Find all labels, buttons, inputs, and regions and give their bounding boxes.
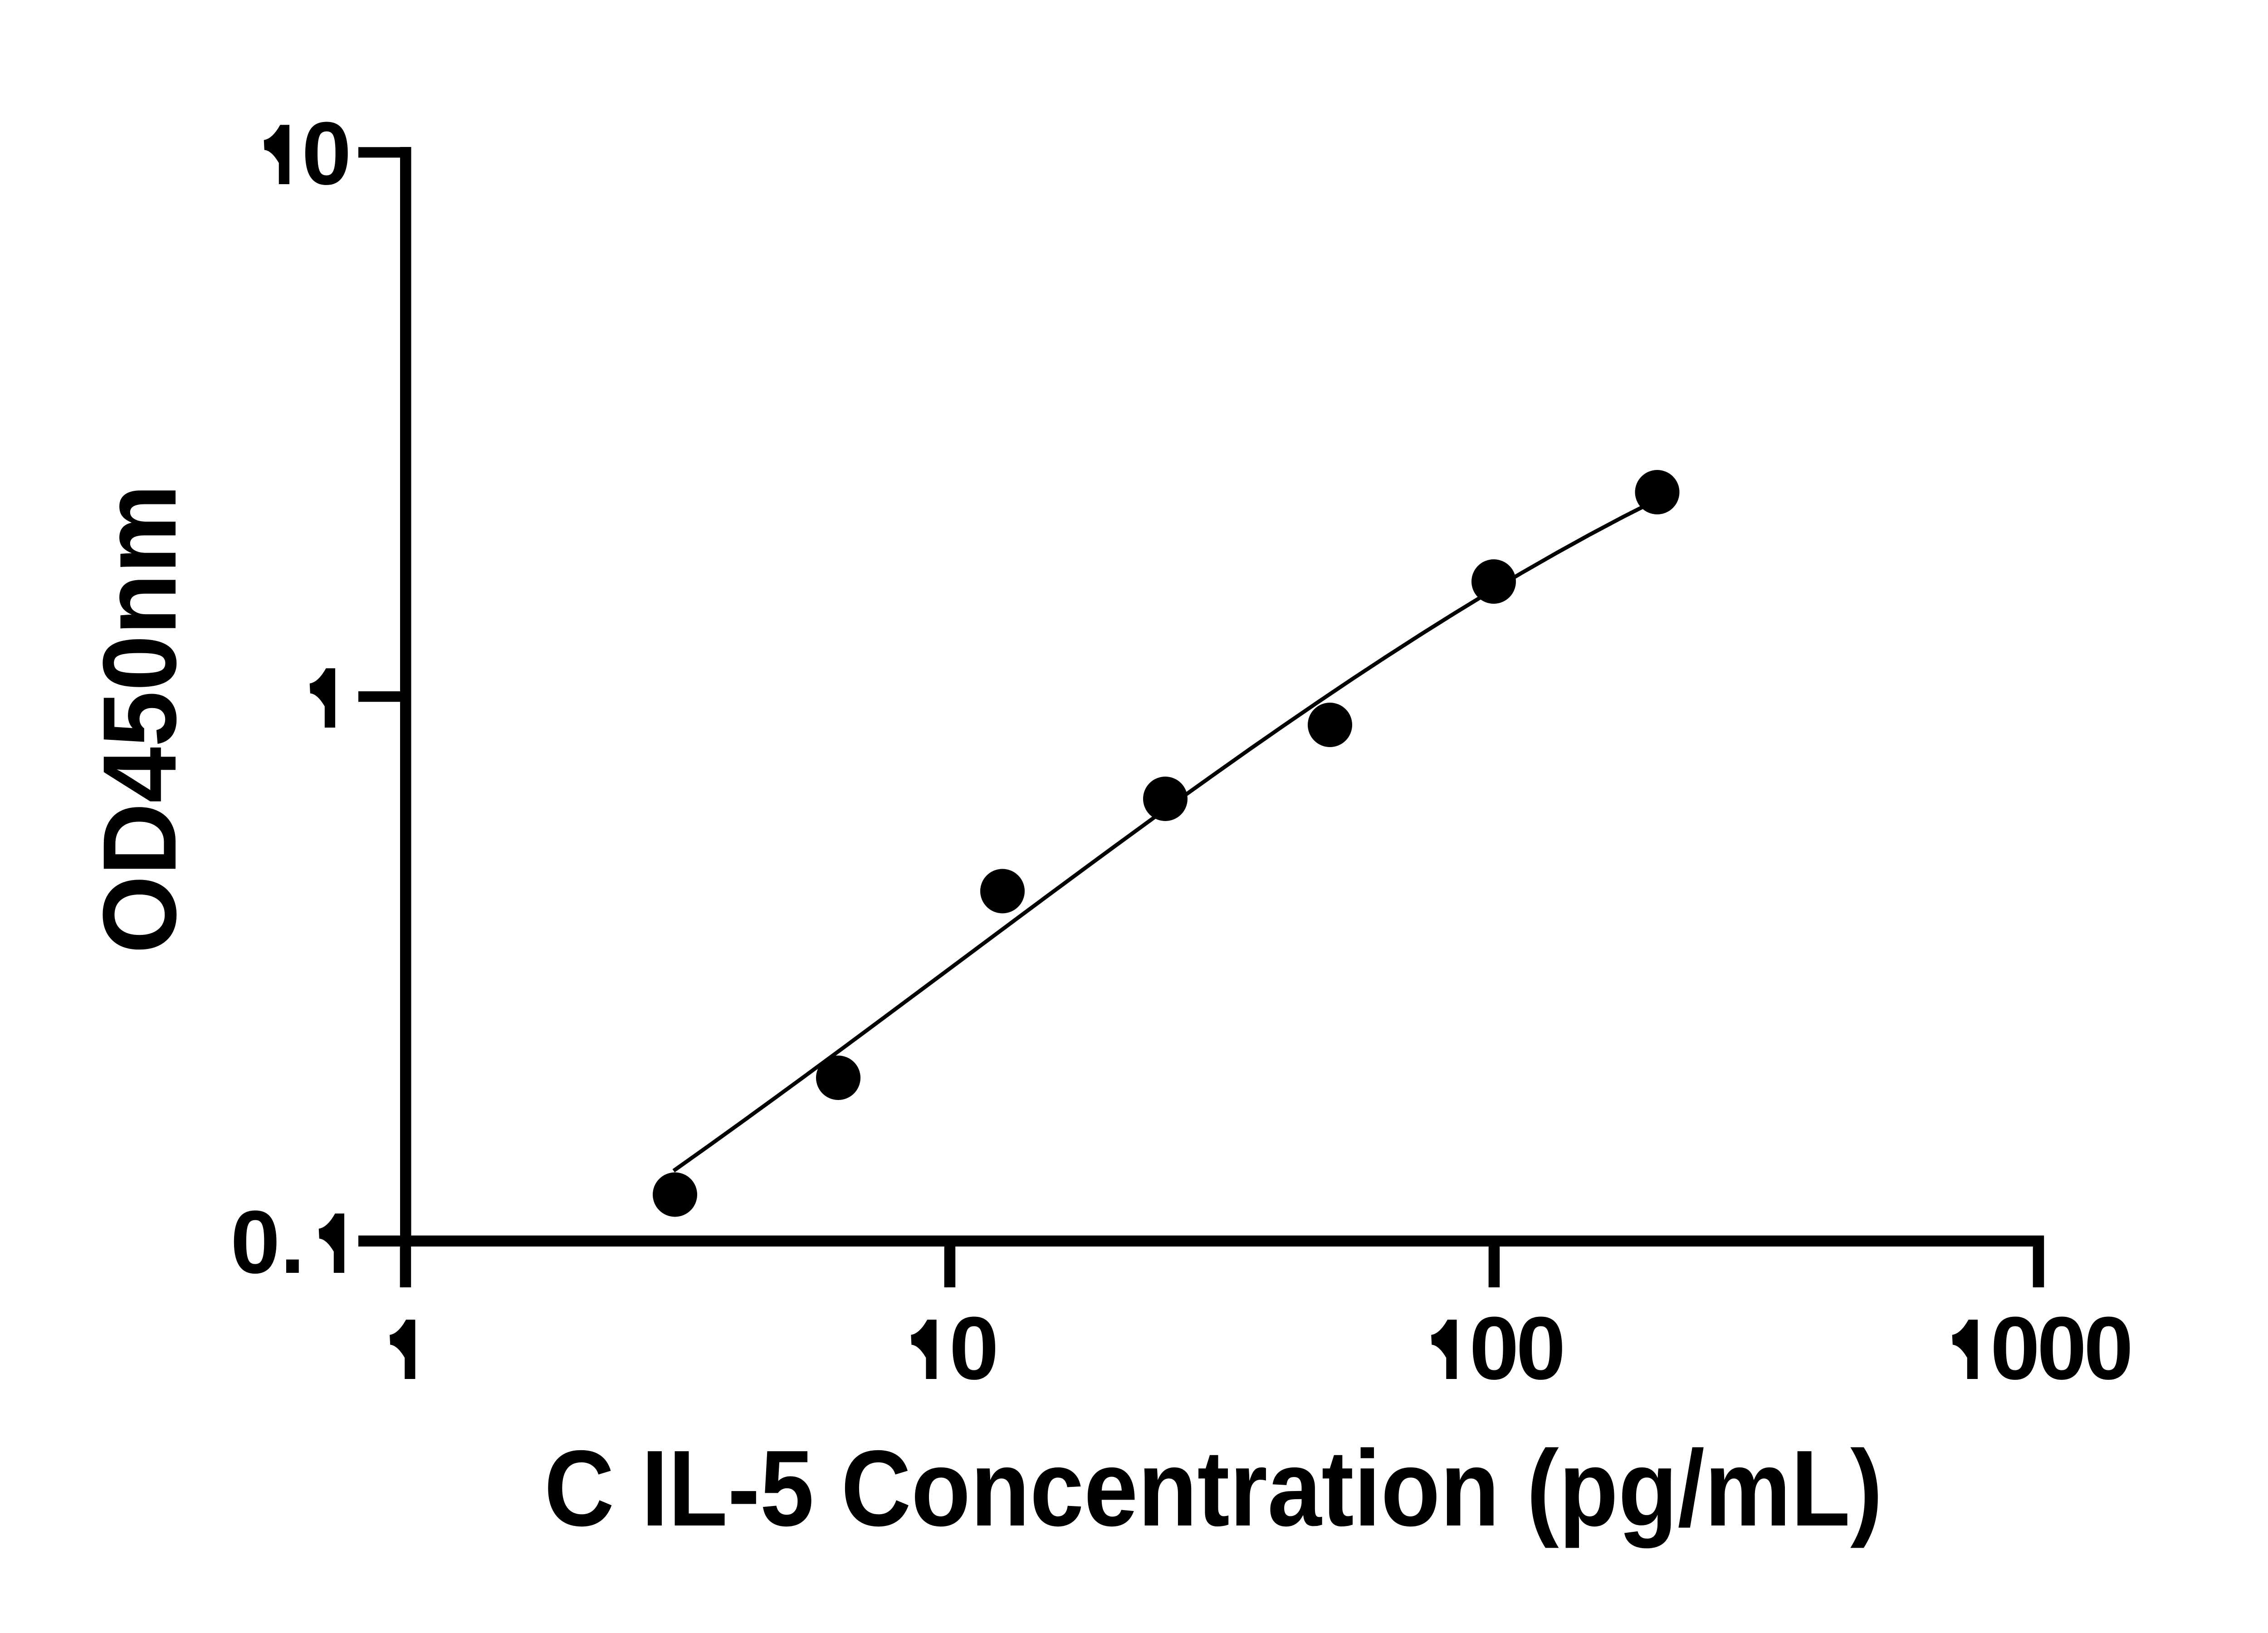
- svg-text:0: 0: [2084, 1298, 2134, 1398]
- svg-text:OD450nm: OD450nm: [81, 484, 198, 954]
- svg-text:0: 0: [1990, 1298, 2040, 1398]
- svg-text:C IL-5 Concentration (pg/mL): C IL-5 Concentration (pg/mL): [544, 1428, 1883, 1549]
- svg-text:0: 0: [1469, 1298, 1519, 1398]
- svg-text:0: 0: [1516, 1298, 1566, 1398]
- svg-text:0.: 0.: [230, 1192, 305, 1292]
- svg-text:0: 0: [302, 103, 352, 203]
- svg-text:0: 0: [949, 1298, 999, 1398]
- svg-text:0: 0: [2037, 1298, 2087, 1398]
